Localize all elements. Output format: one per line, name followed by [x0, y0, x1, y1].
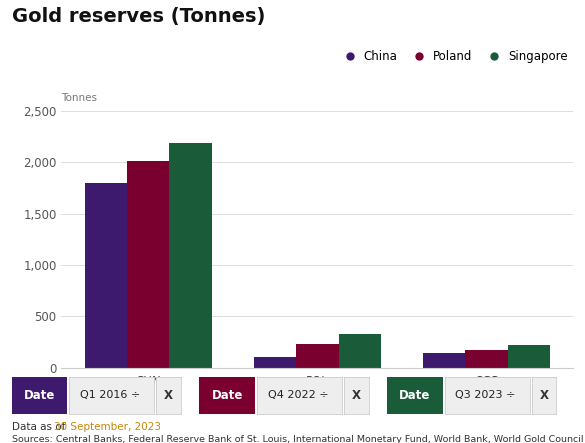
Bar [85, 183, 127, 368]
Bar [466, 350, 508, 368]
Text: Date: Date [212, 389, 243, 402]
Text: 30 September, 2023: 30 September, 2023 [54, 422, 161, 432]
Text: X: X [352, 389, 361, 402]
Text: Q1 2016 ÷: Q1 2016 ÷ [80, 390, 140, 400]
Bar [254, 358, 296, 368]
Text: X: X [164, 389, 173, 402]
Text: Data as of: Data as of [12, 422, 68, 432]
Text: Date: Date [24, 389, 55, 402]
Text: Q4 2022 ÷: Q4 2022 ÷ [267, 390, 328, 400]
Bar [296, 344, 339, 368]
Bar [423, 353, 466, 368]
Bar [169, 143, 212, 368]
Text: Q3 2023 ÷: Q3 2023 ÷ [456, 390, 516, 400]
Text: Tonnes: Tonnes [61, 93, 98, 103]
Text: Date: Date [400, 389, 431, 402]
Text: X: X [540, 389, 549, 402]
Bar [339, 334, 381, 368]
Text: Gold reserves (Tonnes): Gold reserves (Tonnes) [12, 7, 265, 26]
Bar [508, 345, 550, 368]
Legend: China, Poland, Singapore: China, Poland, Singapore [338, 50, 567, 63]
Text: Sources: Central Banks, Federal Reserve Bank of St. Louis, International Monetar: Sources: Central Banks, Federal Reserve … [12, 435, 583, 443]
Bar [127, 161, 169, 368]
